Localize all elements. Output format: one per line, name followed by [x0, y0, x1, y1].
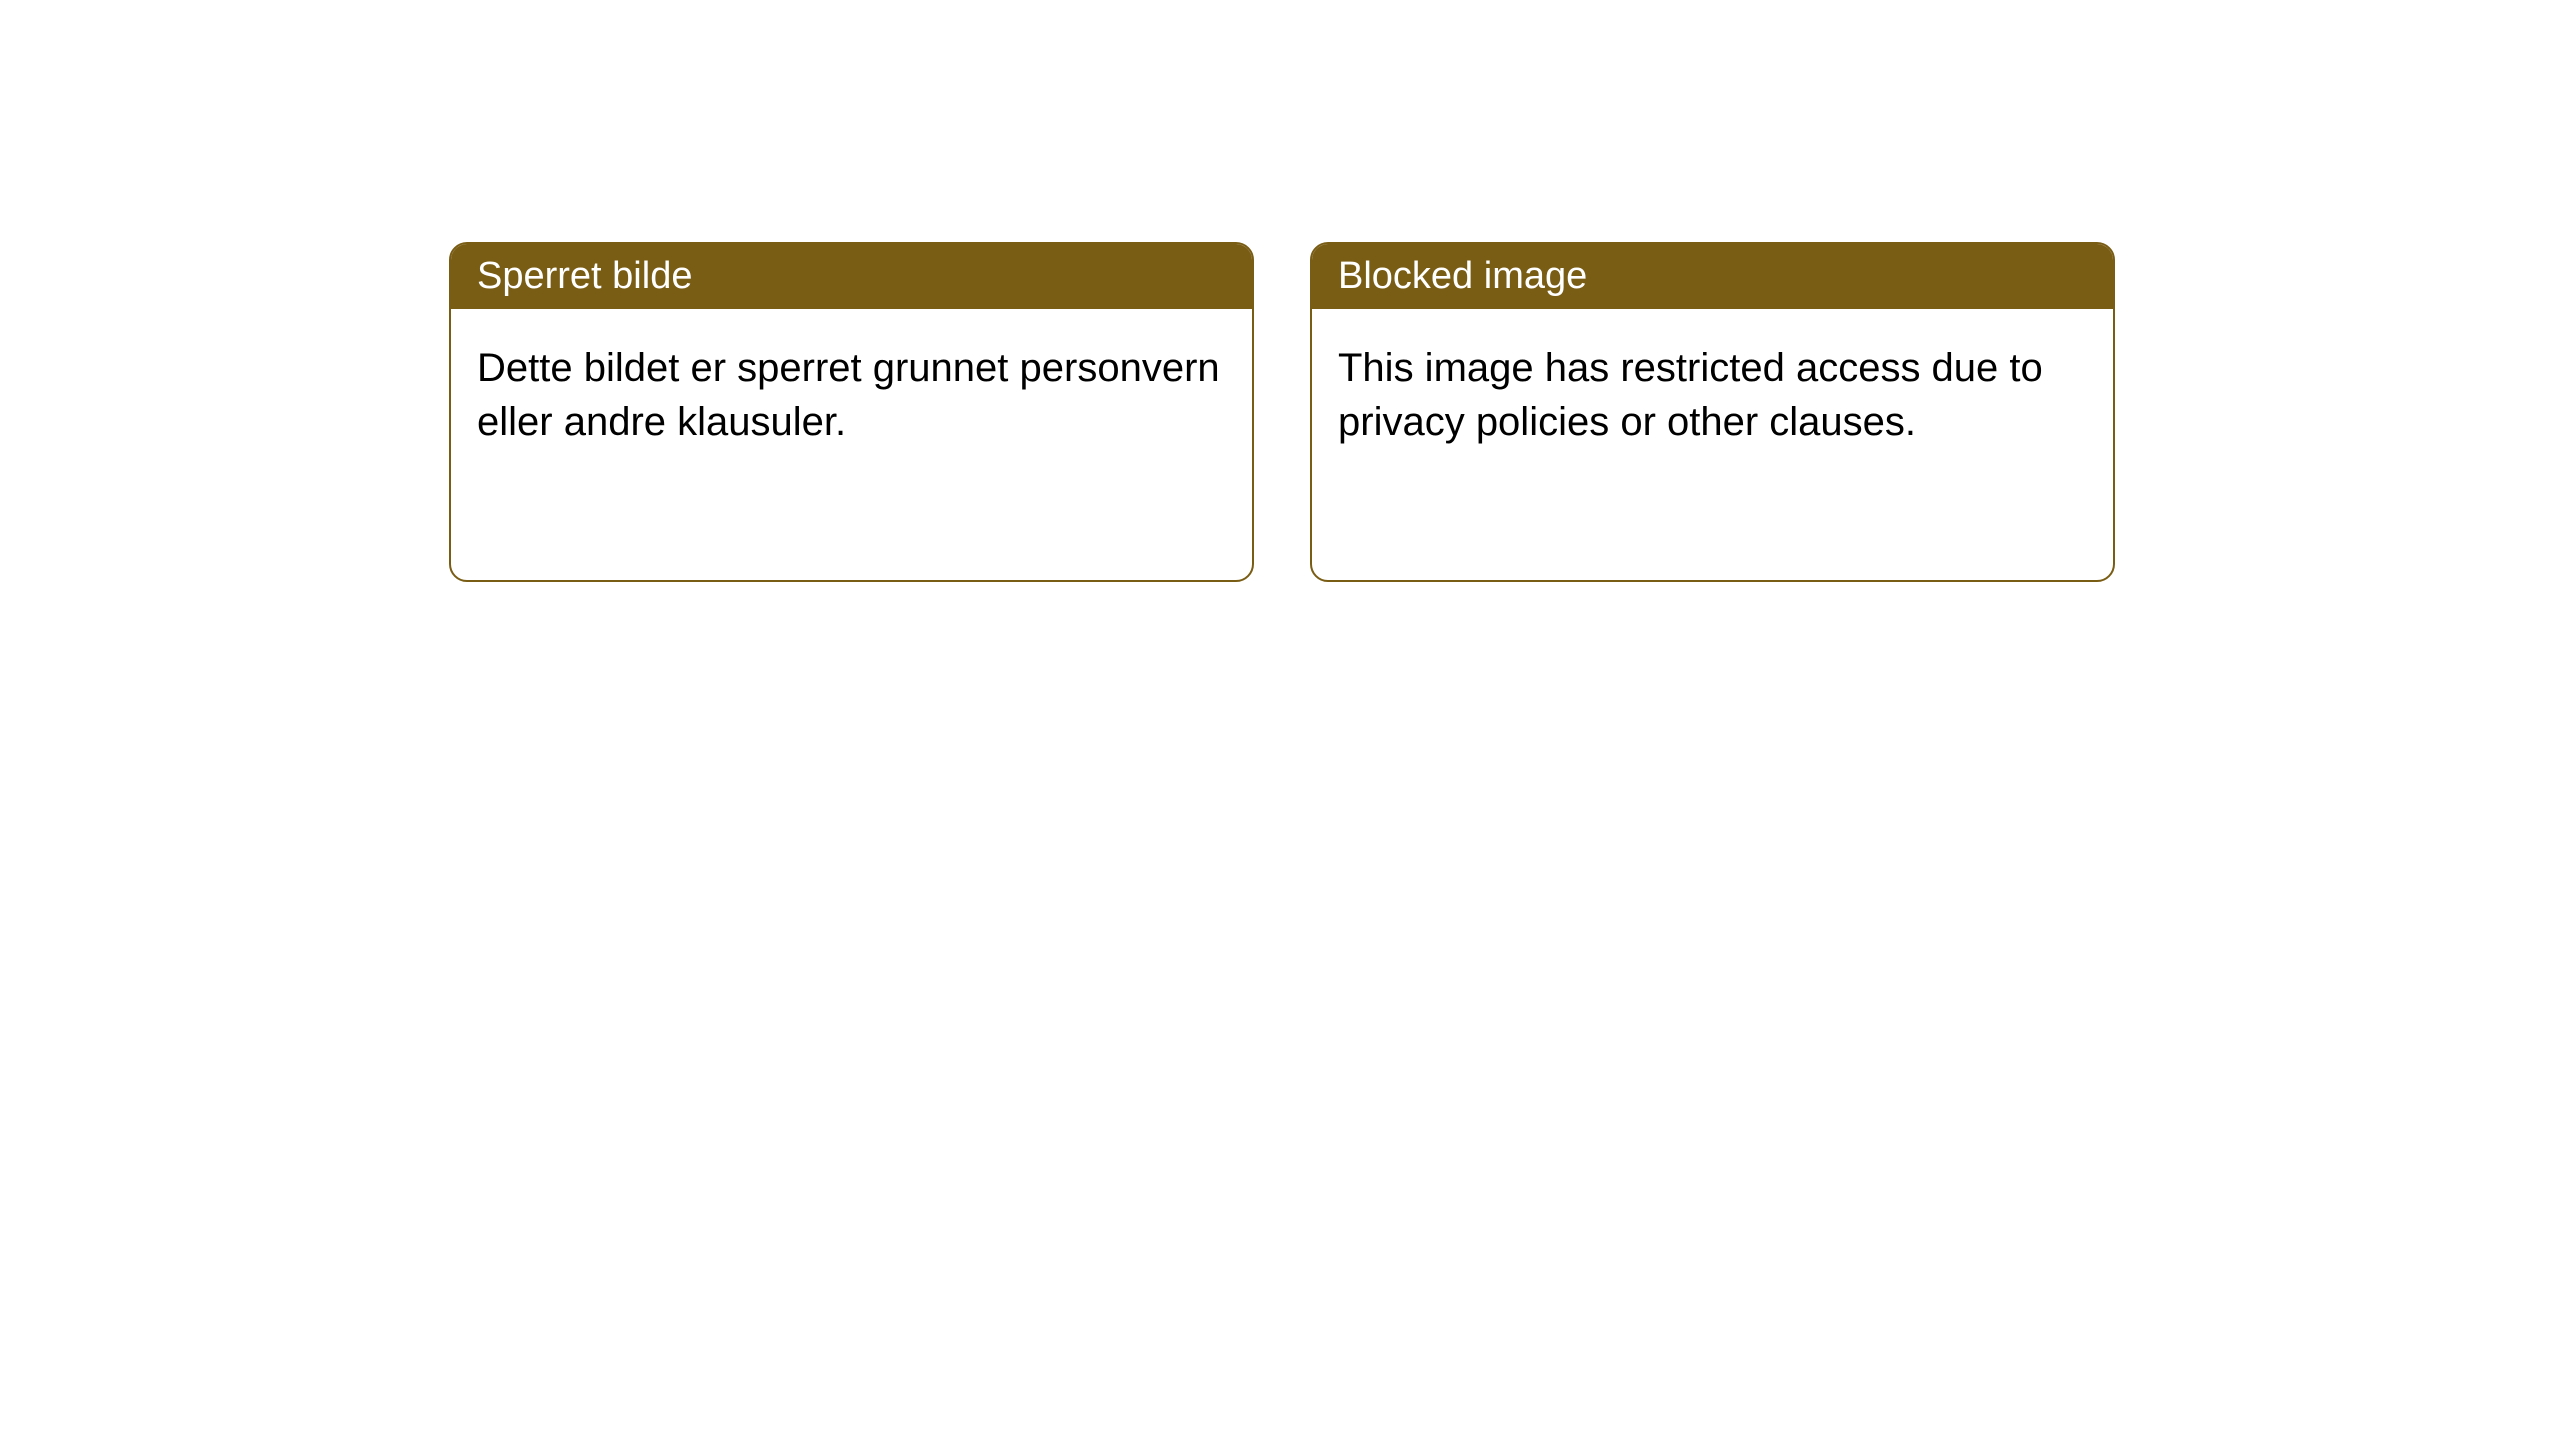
notice-box-norwegian: Sperret bilde Dette bildet er sperret gr…: [449, 242, 1254, 582]
notice-body-norwegian: Dette bildet er sperret grunnet personve…: [451, 309, 1252, 481]
notice-header-norwegian: Sperret bilde: [451, 244, 1252, 309]
notice-body-english: This image has restricted access due to …: [1312, 309, 2113, 481]
notice-container: Sperret bilde Dette bildet er sperret gr…: [449, 242, 2115, 582]
notice-box-english: Blocked image This image has restricted …: [1310, 242, 2115, 582]
notice-header-english: Blocked image: [1312, 244, 2113, 309]
